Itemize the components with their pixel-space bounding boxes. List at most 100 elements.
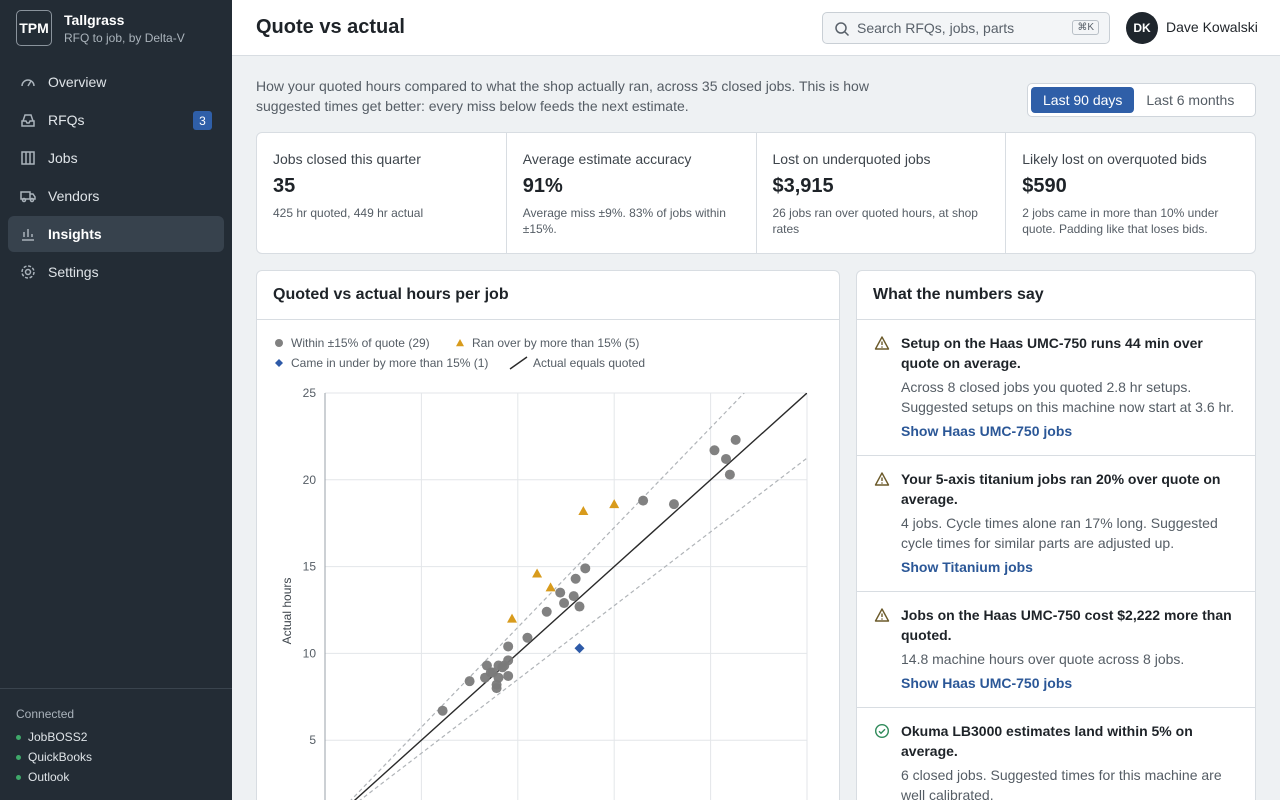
y-tick-label: 20: [303, 473, 317, 487]
stat-note: 425 hr quoted, 449 hr actual: [273, 206, 424, 220]
point: [721, 453, 732, 464]
brand-name: Tallgrass: [64, 12, 125, 28]
user-name: Dave Kowalski: [1166, 19, 1258, 35]
connected-title: Connected: [16, 707, 75, 721]
nav-item[interactable]: Overview: [8, 64, 224, 100]
insight-body: 4 jobs. Cycle times alone ran 17% long. …: [901, 515, 1218, 551]
y-tick-label: 5: [309, 733, 316, 747]
nav-label: Overview: [48, 74, 107, 90]
shortcut: ⌘K: [1072, 20, 1099, 35]
y-tick-label: 10: [303, 646, 317, 660]
insight-link[interactable]: Show Haas UMC-750 jobs: [901, 675, 1073, 691]
stat-value: 91%: [522, 175, 563, 197]
insight: Jobs on the Haas UMC-750 cost $2,222 mor…: [857, 592, 1255, 708]
connected-item: QuickBooks: [16, 747, 216, 767]
nav-item[interactable]: RFQs 3: [8, 102, 224, 138]
avatar[interactable]: DK: [1126, 12, 1158, 44]
chart: 5 10 15 20 25 Actual hours Within ±15% of quot…: [275, 336, 808, 800]
stat-value: $590: [1022, 175, 1067, 197]
connected-item: JobBOSS2: [16, 727, 216, 747]
point: [609, 499, 620, 509]
point: [574, 643, 585, 654]
point: [578, 506, 589, 516]
brand-tagline: RFQ to job, by Delta-V: [64, 31, 185, 45]
insight: Setup on the Haas UMC-750 runs 44 min ov…: [857, 320, 1255, 456]
legend-marker: [456, 339, 464, 347]
warning-icon: [874, 608, 890, 622]
insight-link[interactable]: Show Titanium jobs: [901, 559, 1033, 575]
connected-list: JobBOSS2 QuickBooks Outlook: [16, 727, 216, 787]
point: [568, 591, 579, 602]
stat-value: 35: [273, 175, 296, 197]
insight: Your 5-axis titanium jobs ran 20% over q…: [857, 456, 1255, 592]
point: [709, 445, 720, 456]
insight: Okuma LB3000 estimates land within 5% on…: [857, 708, 1255, 800]
nav-item[interactable]: Insights: [8, 216, 224, 252]
nav-icon: [21, 79, 35, 87]
insight-body: 14.8 machine hours over quote across 8 j…: [901, 651, 1185, 667]
legend-marker: [275, 359, 283, 367]
insights-title: What the numbers say: [857, 271, 1255, 320]
nav-icon: [22, 229, 34, 241]
point: [570, 573, 581, 584]
guide-line: [350, 393, 745, 800]
point: [522, 632, 533, 643]
insight-heading: Setup on the Haas UMC-750 runs 44 min ov…: [901, 335, 1203, 371]
warning-icon: [874, 336, 890, 350]
nav-badge: 3: [193, 111, 212, 130]
search[interactable]: Search RFQs, jobs, parts ⌘K: [822, 12, 1110, 44]
point: [574, 601, 585, 612]
point: [638, 495, 649, 506]
insight-heading: Okuma LB3000 estimates land within 5% on…: [901, 723, 1193, 759]
connected: Connected JobBOSS2 QuickBooks Outlook: [0, 688, 232, 800]
nav-item[interactable]: Settings: [8, 254, 224, 290]
point: [555, 587, 566, 598]
point: [580, 563, 591, 574]
logo: TPM: [16, 10, 52, 46]
insight-link[interactable]: Show Haas UMC-750 jobs: [901, 423, 1073, 439]
nav-label: Jobs: [48, 150, 78, 166]
nav-item[interactable]: Vendors: [8, 178, 224, 214]
intro: How your quoted hours compared to what t…: [256, 78, 869, 114]
nav-item[interactable]: Jobs: [8, 140, 224, 176]
nav-icon: [21, 114, 35, 127]
insight-heading: Jobs on the Haas UMC-750 cost $2,222 mor…: [901, 607, 1232, 643]
check-icon: [874, 723, 890, 739]
stats: Jobs closed this quarter 35 425 hr quoted,…: [256, 132, 1256, 254]
nav-label: Insights: [48, 226, 102, 242]
connected-item: Outlook: [16, 767, 216, 787]
sidebar: TPM Tallgrass RFQ to job, by Delta-V Ove…: [0, 0, 232, 800]
plot: [350, 393, 807, 800]
nav-label: RFQs: [48, 112, 85, 128]
stat-label: Average estimate accuracy: [522, 151, 692, 167]
stat-card: Jobs closed this quarter 35 425 hr quoted,…: [257, 133, 506, 253]
point: [503, 641, 514, 652]
header: Quote vs actual Search RFQs, jobs, parts…: [232, 0, 1280, 56]
stat-card: Likely lost on overquoted bids $590 2 jobs…: [1005, 133, 1255, 253]
search-placeholder: Search RFQs, jobs, parts: [857, 20, 1015, 36]
y-tick-label: 25: [303, 386, 317, 400]
y-tick-label: 15: [303, 560, 317, 574]
guide-line: [359, 457, 807, 800]
point: [464, 676, 475, 687]
legend-line: [509, 356, 528, 370]
stat-card: Lost on underquoted jobs $3,915 26 jobs ra…: [755, 133, 1006, 253]
search-icon: [835, 22, 850, 37]
point: [559, 598, 570, 609]
reference-line: [353, 393, 807, 800]
legend-label: Actual equals quoted: [533, 356, 645, 370]
stat-note: 26 jobs ran over quoted hours, at shop r…: [772, 206, 978, 236]
stat-label: Lost on underquoted jobs: [772, 151, 931, 167]
point: [724, 469, 735, 480]
point: [507, 613, 518, 623]
point: [668, 499, 679, 510]
range-option[interactable]: Last 90 days: [1031, 87, 1135, 113]
stat-value: $3,915: [772, 175, 834, 197]
range-option[interactable]: Last 6 months: [1146, 92, 1235, 108]
stat-note: Average miss ±9%. 83% of jobs within ±15…: [522, 206, 726, 236]
insight-body: 6 closed jobs. Suggested times for this …: [901, 767, 1222, 800]
y-axis-label: Actual hours: [280, 578, 294, 645]
insights-card: What the numbers say Setup on the Haas U…: [856, 270, 1256, 800]
nav-icon: [21, 151, 35, 165]
